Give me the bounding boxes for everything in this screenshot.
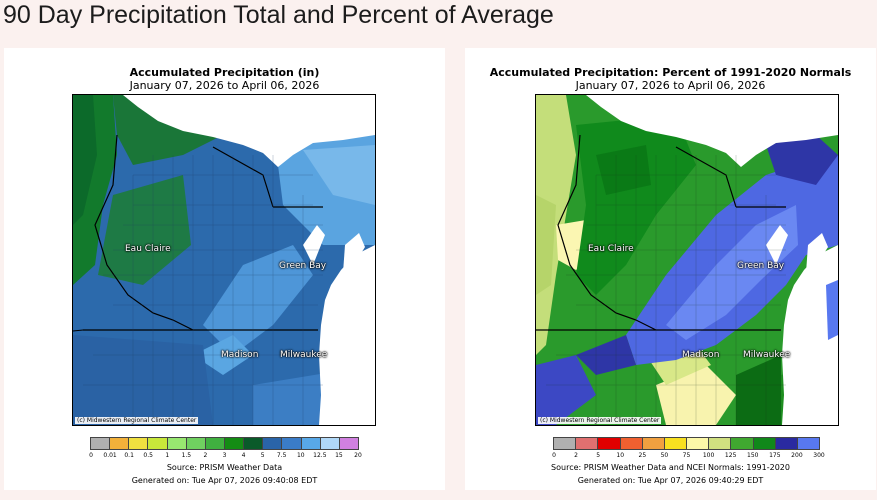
precip-percent-date-range: January 07, 2026 to April 06, 2026: [575, 79, 766, 92]
precip-total-legend-tick-label: 3: [222, 452, 227, 459]
precip-total-legend-swatch: [110, 438, 130, 449]
precip-total-map-graphic: [73, 95, 375, 425]
precip-total-title: Accumulated Precipitation (in): [129, 66, 320, 79]
precip-total-legend-tick-label: 12.5: [313, 452, 327, 459]
precip-percent-legend-tick-label: 2: [574, 452, 578, 459]
precip-percent-legend-swatch: [797, 438, 820, 449]
precip-total-legend-swatch: [129, 438, 149, 449]
precip-percent-legend-swatch: [687, 438, 710, 449]
precip-percent-legend-tick-label: 5: [596, 452, 601, 459]
precip-percent-colorbar-ticks: 0 2 5 10 25 50 75 100 125 150 175 200 300: [552, 452, 825, 462]
precip-percent-title: Accumulated Precipitation: Percent of 19…: [489, 66, 852, 79]
precip-total-legend-swatch: [167, 438, 187, 449]
precip-percent-legend-swatch: [709, 438, 732, 449]
page-title: 90 Day Precipitation Total and Percent o…: [3, 1, 554, 29]
precip-total-legend-tick-label: 4: [241, 452, 246, 459]
precip-total-map: Eau Claire Green Bay Madison Milwaukee (…: [72, 94, 376, 426]
precip-total-colorbar: [90, 437, 359, 450]
precip-percent-legend-tick-label: 150: [747, 452, 759, 459]
precip-percent-legend-swatch: [620, 438, 643, 449]
precip-total-legend-tick-label: 0.01: [103, 452, 117, 459]
city-label: Madison: [221, 350, 259, 360]
precip-percent-legend-tick-label: 25: [638, 452, 647, 459]
precip-percent-legend-swatch: [664, 438, 688, 449]
precip-total-date-range: January 07, 2026 to April 06, 2026: [129, 79, 320, 92]
precip-percent-legend-tick-label: 75: [682, 452, 691, 459]
precip-total-generated: Generated on: Tue Apr 07, 2026 09:40:08 …: [131, 476, 318, 485]
precip-total-legend-tick-label: 0.5: [143, 452, 153, 459]
precip-percent-map-graphic: [536, 95, 838, 425]
precip-percent-legend-swatch: [731, 438, 754, 449]
precip-percent-legend-swatch: [576, 438, 599, 449]
precip-total-legend-swatch: [91, 438, 111, 449]
precip-percent-legend-tick-label: 50: [660, 452, 669, 459]
city-label: Milwaukee: [280, 350, 328, 360]
precip-total-legend-swatch: [320, 438, 340, 449]
precip-total-source: Source: PRISM Weather Data: [166, 463, 283, 472]
precip-total-legend-tick-label: 20: [354, 452, 362, 459]
precip-total-legend-tick-label: 0: [89, 452, 93, 459]
precip-percent-legend-tick-label: 100: [702, 452, 715, 459]
precip-percent-legend-swatch: [642, 438, 665, 449]
city-label: Madison: [682, 350, 720, 360]
precip-total-legend-swatch: [263, 438, 283, 449]
precip-total-legend-swatch: [282, 438, 302, 449]
precip-percent-generated: Generated on: Tue Apr 07, 2026 09:40:29 …: [577, 476, 764, 485]
map-credit: (c) Midwestern Regional Climate Center: [538, 417, 662, 424]
precip-percent-legend-tick-label: 200: [791, 452, 803, 459]
city-label: Milwaukee: [743, 350, 791, 360]
precip-percent-legend-swatch: [775, 438, 798, 449]
precip-total-legend-tick-label: 7.5: [276, 452, 287, 459]
precip-percent-source: Source: PRISM Weather Data and NCEI Norm…: [551, 463, 790, 472]
precip-total-legend-swatch: [301, 438, 321, 449]
precip-total-legend-tick-label: 15: [335, 452, 343, 459]
precip-percent-legend-tick-label: 175: [769, 452, 781, 459]
precip-percent-legend-tick-label: 125: [724, 452, 737, 459]
precip-total-legend-swatch: [205, 438, 225, 449]
precip-percent-legend-tick-label: 300: [813, 452, 825, 459]
precip-percent-legend-swatch: [598, 438, 621, 449]
precip-total-legend-tick-label: 5: [260, 452, 265, 459]
precip-total-legend-swatch: [339, 438, 358, 449]
precip-total-legend-tick-label: 2: [203, 452, 208, 459]
map-credit: (c) Midwestern Regional Climate Center: [75, 417, 199, 424]
precip-total-legend-tick-label: 1.5: [181, 452, 192, 459]
precip-total-legend-tick-label: 10: [296, 452, 305, 459]
precip-percent-legend-tick-label: 0: [552, 452, 556, 459]
precip-total-legend-swatch: [148, 438, 168, 449]
precip-percent-legend-swatch: [753, 438, 776, 449]
city-label: Green Bay: [737, 261, 785, 271]
city-label: Green Bay: [279, 261, 327, 271]
precip-total-panel: Accumulated Precipitation (in) January 0…: [4, 48, 445, 490]
precip-percent-map: Eau Claire Green Bay Madison Milwaukee (…: [535, 94, 839, 426]
precip-total-colorbar-ticks: 0 0.01 0.1 0.5 1 1.5 2 3 4 5 7.5 10 12.5 15 20: [89, 452, 362, 462]
city-label: Eau Claire: [588, 244, 634, 254]
precip-percent-legend-tick-label: 10: [616, 452, 625, 459]
precip-total-legend-swatch: [224, 438, 245, 449]
precip-total-legend-swatch: [186, 438, 206, 449]
precip-total-legend-tick-label: 0.1: [124, 452, 134, 459]
precip-total-legend-tick-label: 1: [165, 452, 170, 459]
precip-percent-panel: Accumulated Precipitation: Percent of 19…: [465, 48, 876, 490]
precip-total-legend-swatch: [244, 438, 264, 449]
precip-percent-colorbar: [553, 437, 820, 450]
city-label: Eau Claire: [125, 244, 171, 254]
precip-percent-legend-swatch: [554, 438, 577, 449]
